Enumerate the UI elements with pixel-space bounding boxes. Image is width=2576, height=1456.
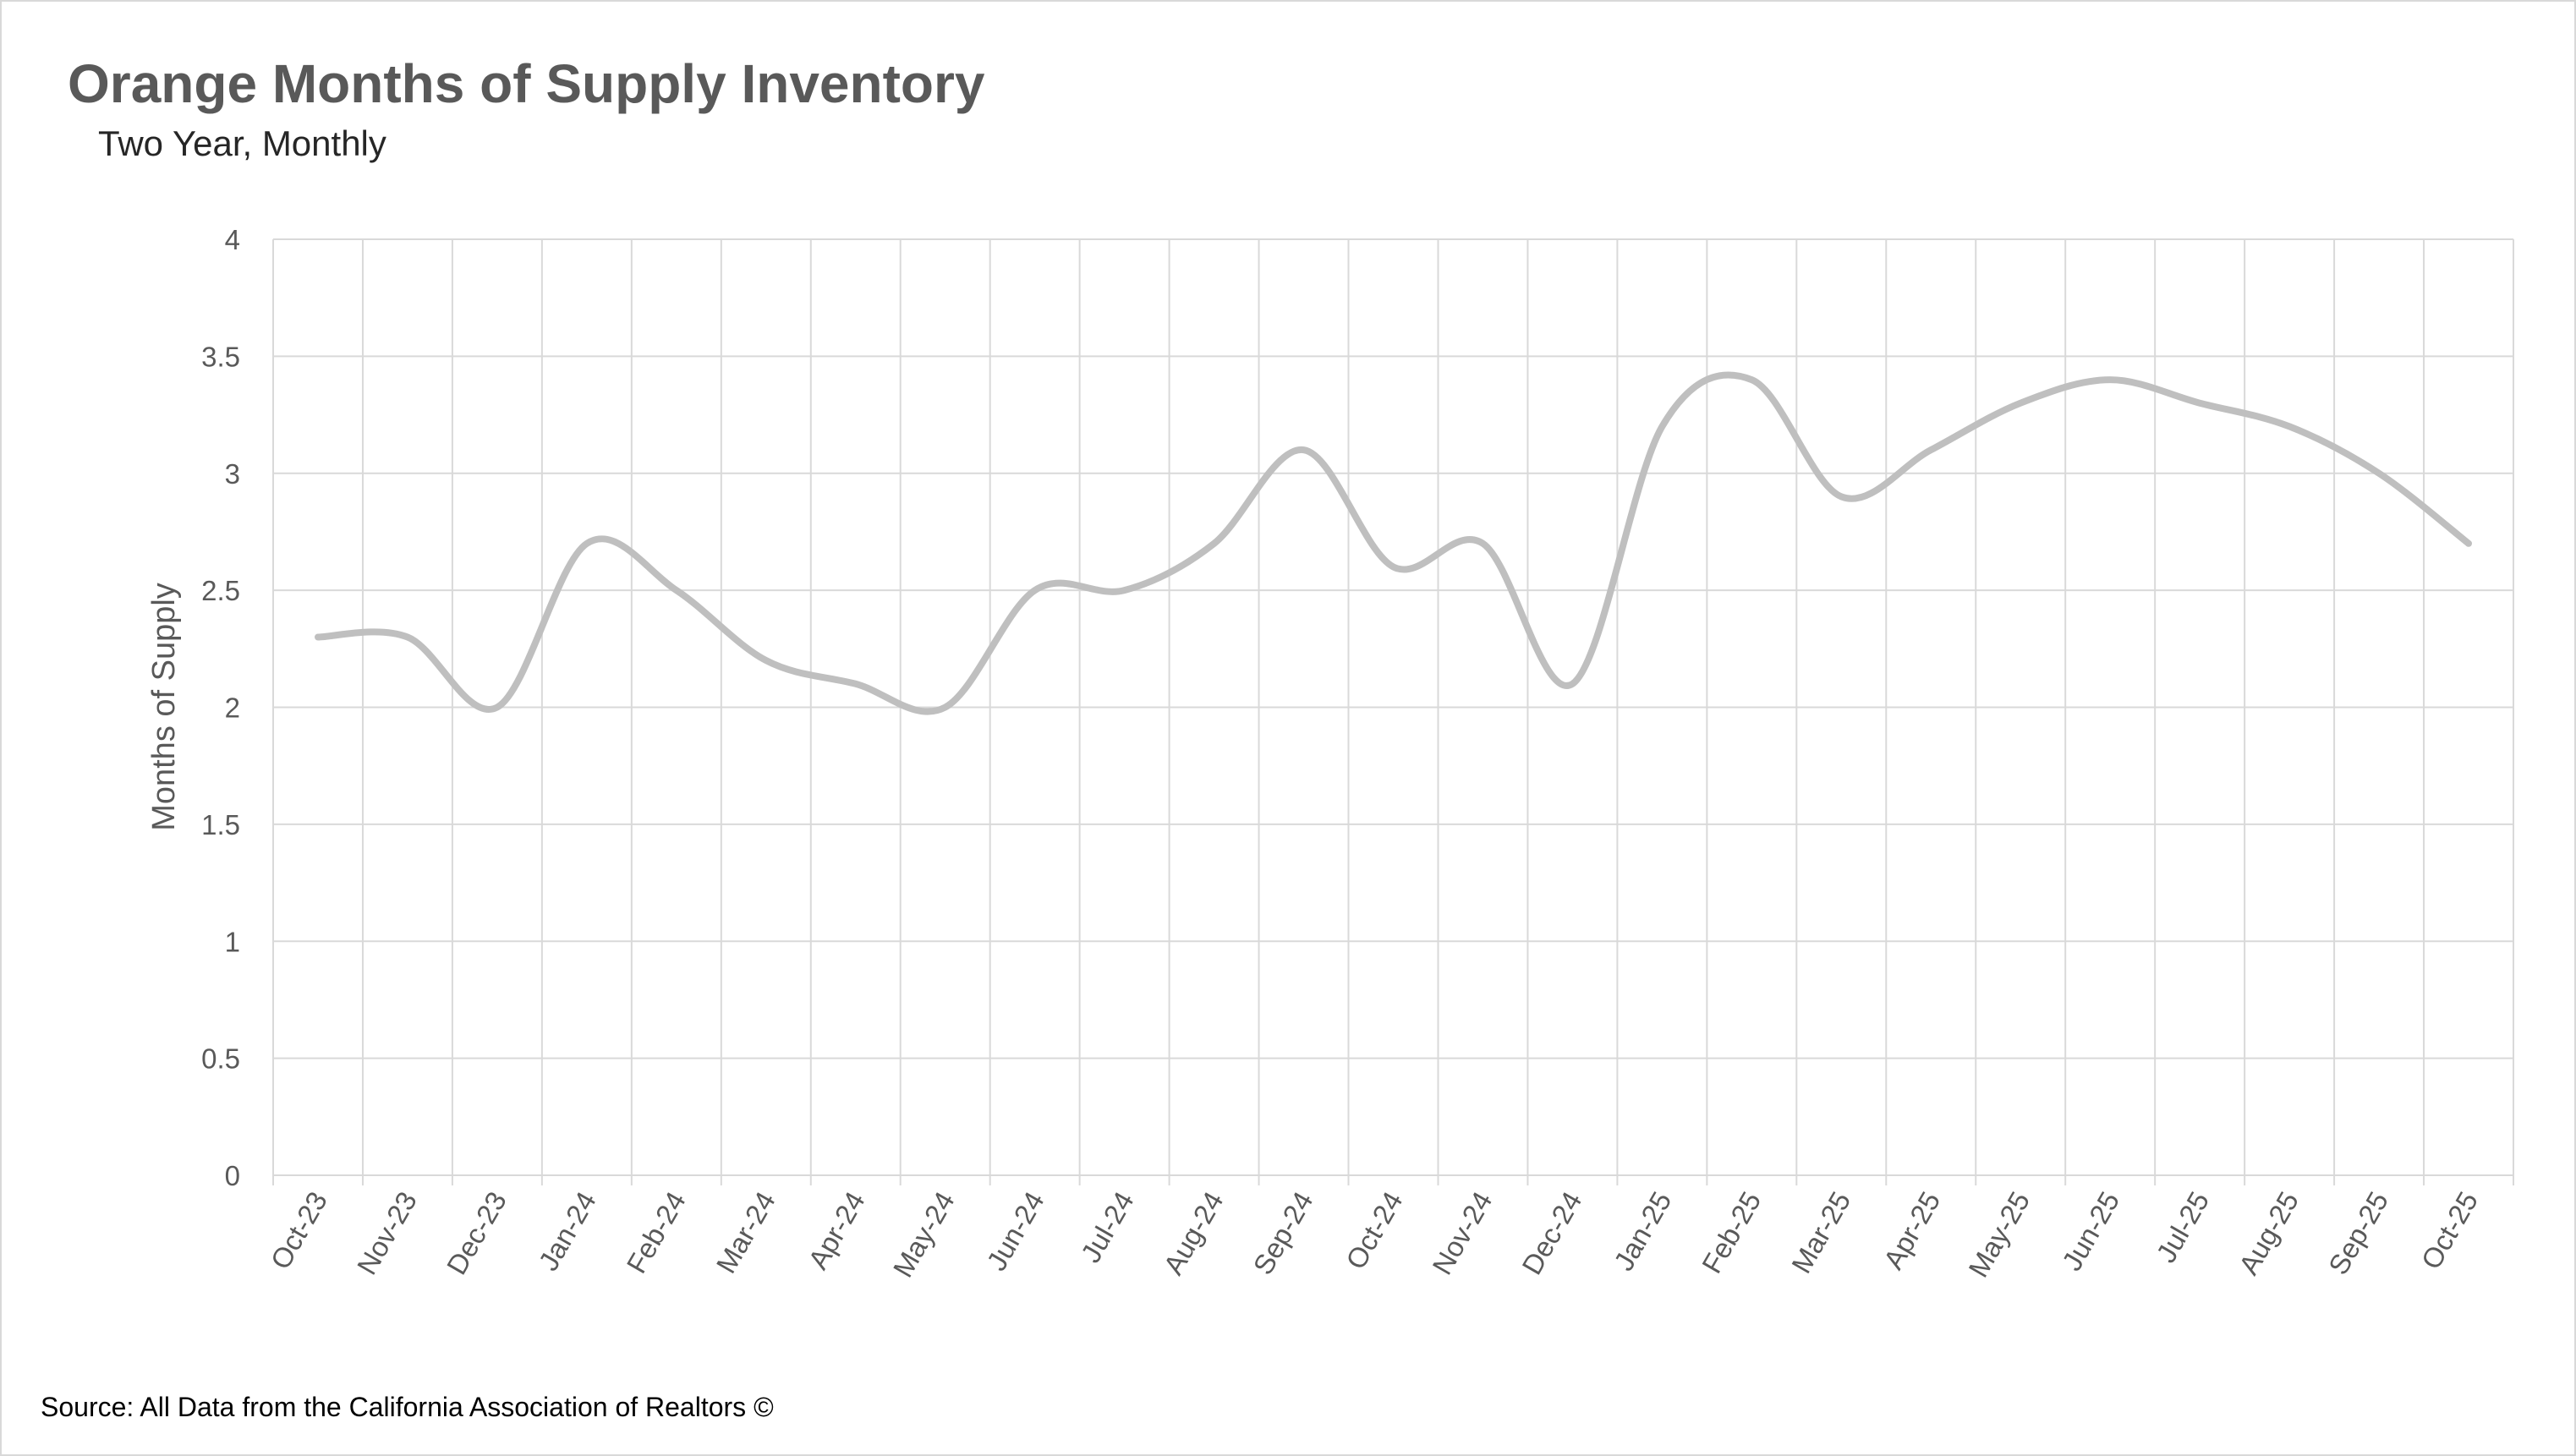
y-tick-label: 1 [225,926,240,957]
x-tick-label: Jul-24 [1075,1186,1140,1267]
data-point [1839,494,1844,499]
data-point [674,588,679,593]
y-tick-label: 2.5 [201,575,240,606]
x-tick-label: Feb-25 [1696,1186,1767,1278]
series-line [315,371,2472,715]
x-tick-label: Dec-23 [441,1186,512,1280]
x-tick-label: Mar-24 [710,1186,781,1278]
chart-title: Orange Months of Supply Inventory [68,53,985,114]
data-point [315,634,321,639]
x-tick-label: Oct-24 [1340,1186,1409,1274]
x-axis: Oct-23 Nov-23 Dec-23 Jan-24 Feb-24 Mar-24 Apr-… [264,1186,2484,1283]
x-tick-label: Mar-25 [1785,1186,1856,1278]
chart-subtitle: Two Year, Monthly [98,123,386,163]
data-point [2287,424,2292,429]
data-point [2466,541,2471,546]
x-tick-label: Aug-24 [1157,1186,1229,1280]
y-tick-label: 1.5 [201,809,240,840]
x-tick-label: Nov-23 [351,1186,423,1280]
x-tick-label: Jan-24 [532,1186,601,1276]
data-point [1122,588,1127,593]
x-tick-label: Jan-25 [1608,1186,1677,1276]
data-point [1391,564,1396,569]
data-point [1480,541,1485,546]
gridlines [272,238,2514,1185]
x-tick-label: Jun-25 [2056,1186,2125,1276]
x-tick-label: Sep-24 [1247,1186,1318,1280]
x-tick-label: Jul-25 [2150,1186,2215,1267]
x-tick-label: Sep-25 [2322,1186,2394,1280]
y-tick-label: 4 [225,224,240,255]
x-tick-label: Aug-25 [2233,1186,2305,1280]
x-tick-label: Dec-24 [1515,1186,1587,1280]
y-tick-label: 2 [225,692,240,724]
y-axis: 0 0.5 1 1.5 2 2.5 3 3.5 4 [201,224,240,1191]
data-point [764,658,769,663]
data-point [853,681,858,687]
source-note: Source: All Data from the California Ass… [41,1392,774,1422]
x-tick-label: Apr-25 [1877,1186,1947,1274]
y-tick-label: 0.5 [201,1043,240,1075]
data-point [1928,447,1933,452]
data-point [943,705,948,710]
y-axis-title: Months of Supply [146,583,182,831]
data-point [1033,588,1038,593]
x-tick-label: Oct-23 [264,1186,333,1274]
data-point [2376,471,2381,476]
data-point [1659,424,1664,429]
data-point [1570,681,1575,687]
data-point [1302,447,1307,452]
data-point [2018,401,2023,406]
data-point [584,541,589,546]
y-tick-label: 3.5 [201,341,240,372]
x-tick-label: May-24 [887,1186,961,1283]
data-point [2107,377,2113,382]
series-group [315,371,2472,715]
data-point [1749,377,1754,382]
x-tick-label: Oct-25 [2415,1186,2485,1274]
y-tick-label: 3 [225,458,240,490]
data-point [495,705,500,710]
data-point [1212,541,1217,546]
data-point [2197,401,2202,406]
x-tick-label: Feb-24 [621,1186,692,1278]
y-tick-label: 0 [225,1160,240,1191]
x-tick-label: Apr-24 [802,1186,871,1274]
x-tick-label: Jun-24 [980,1186,1050,1276]
x-tick-label: Nov-24 [1426,1186,1498,1280]
data-point [405,634,410,639]
x-tick-label: May-25 [1962,1186,2036,1283]
